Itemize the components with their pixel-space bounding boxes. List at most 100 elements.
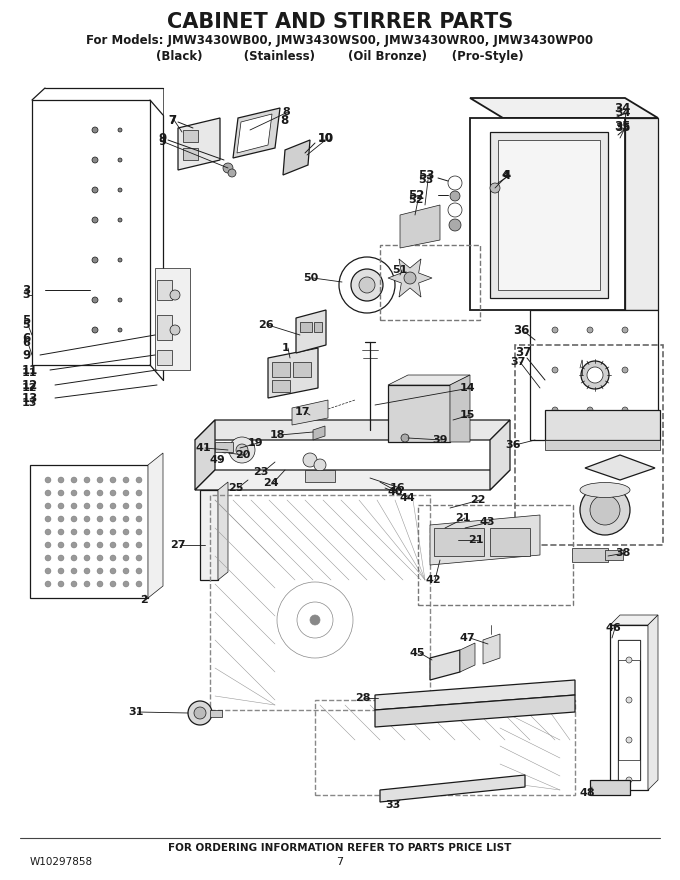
Bar: [215, 442, 233, 452]
Circle shape: [58, 529, 64, 535]
Circle shape: [45, 516, 51, 522]
Circle shape: [110, 568, 116, 574]
Text: 4: 4: [502, 168, 510, 181]
Text: 13: 13: [22, 398, 37, 408]
Text: 9: 9: [158, 131, 166, 144]
Circle shape: [84, 555, 90, 561]
Circle shape: [84, 581, 90, 587]
Polygon shape: [470, 118, 625, 310]
Polygon shape: [490, 420, 510, 490]
Text: 26: 26: [258, 320, 273, 330]
Circle shape: [123, 542, 129, 548]
Text: 10: 10: [318, 131, 335, 144]
Polygon shape: [388, 385, 450, 442]
Circle shape: [580, 485, 630, 535]
Circle shape: [590, 495, 620, 525]
Circle shape: [71, 542, 77, 548]
Circle shape: [136, 568, 142, 574]
Polygon shape: [572, 548, 608, 562]
Text: 2: 2: [140, 595, 148, 605]
Circle shape: [71, 516, 77, 522]
Circle shape: [92, 257, 98, 263]
Text: 3: 3: [22, 283, 30, 297]
Circle shape: [123, 529, 129, 535]
Polygon shape: [195, 420, 510, 440]
Circle shape: [223, 163, 233, 173]
Circle shape: [587, 407, 593, 413]
Text: 4: 4: [502, 170, 510, 180]
Circle shape: [71, 568, 77, 574]
Text: 51: 51: [392, 265, 407, 275]
Text: 33: 33: [385, 800, 401, 810]
Text: 13: 13: [22, 392, 38, 405]
Text: 45: 45: [410, 648, 426, 658]
Polygon shape: [388, 375, 470, 385]
Text: 36: 36: [513, 324, 530, 336]
Polygon shape: [618, 640, 640, 780]
Circle shape: [84, 477, 90, 483]
Text: 18: 18: [270, 430, 286, 440]
Circle shape: [404, 272, 416, 284]
Text: 12: 12: [22, 383, 37, 393]
Circle shape: [401, 434, 409, 442]
Circle shape: [84, 490, 90, 496]
Text: 7: 7: [168, 115, 175, 125]
Polygon shape: [430, 650, 460, 680]
Circle shape: [626, 697, 632, 703]
Circle shape: [118, 188, 122, 192]
Circle shape: [71, 555, 77, 561]
Text: 38: 38: [615, 548, 630, 558]
Polygon shape: [237, 114, 272, 153]
Text: 20: 20: [235, 450, 250, 460]
Circle shape: [97, 542, 103, 548]
Polygon shape: [648, 615, 658, 790]
Circle shape: [339, 257, 395, 313]
Text: 19: 19: [248, 438, 264, 448]
Bar: [515, 345, 663, 545]
Polygon shape: [268, 348, 318, 398]
Circle shape: [58, 581, 64, 587]
Polygon shape: [618, 760, 640, 780]
Ellipse shape: [580, 482, 630, 497]
Circle shape: [123, 503, 129, 509]
Circle shape: [110, 490, 116, 496]
Circle shape: [45, 555, 51, 561]
Polygon shape: [430, 515, 540, 565]
Circle shape: [626, 737, 632, 743]
Text: 17: 17: [295, 407, 311, 417]
Text: 36: 36: [505, 440, 520, 450]
Bar: [183, 130, 198, 142]
Circle shape: [92, 187, 98, 193]
Polygon shape: [388, 259, 432, 297]
Circle shape: [118, 158, 122, 162]
Circle shape: [303, 453, 317, 467]
Polygon shape: [296, 310, 326, 353]
Circle shape: [449, 219, 461, 231]
Text: 9: 9: [158, 137, 166, 147]
Text: 42: 42: [425, 575, 441, 585]
Text: 50: 50: [303, 273, 318, 283]
Circle shape: [626, 657, 632, 663]
Text: 22: 22: [470, 495, 486, 505]
Circle shape: [310, 615, 320, 625]
Text: W10297858: W10297858: [30, 857, 93, 867]
Circle shape: [587, 327, 593, 333]
Text: 15: 15: [460, 410, 475, 420]
Circle shape: [622, 327, 628, 333]
Text: 21: 21: [468, 535, 483, 545]
Bar: [272, 362, 290, 377]
Circle shape: [58, 477, 64, 483]
Text: 5: 5: [22, 313, 30, 326]
Text: 37: 37: [510, 357, 526, 367]
Text: FOR ORDERING INFORMATION REFER TO PARTS PRICE LIST: FOR ORDERING INFORMATION REFER TO PARTS …: [169, 843, 511, 853]
Circle shape: [123, 555, 129, 561]
Circle shape: [552, 407, 558, 413]
Circle shape: [58, 503, 64, 509]
Bar: [380, 245, 480, 320]
Text: 21: 21: [455, 513, 471, 523]
Circle shape: [92, 217, 98, 223]
Polygon shape: [545, 410, 660, 440]
Polygon shape: [195, 470, 510, 490]
Circle shape: [110, 516, 116, 522]
Polygon shape: [148, 453, 163, 598]
